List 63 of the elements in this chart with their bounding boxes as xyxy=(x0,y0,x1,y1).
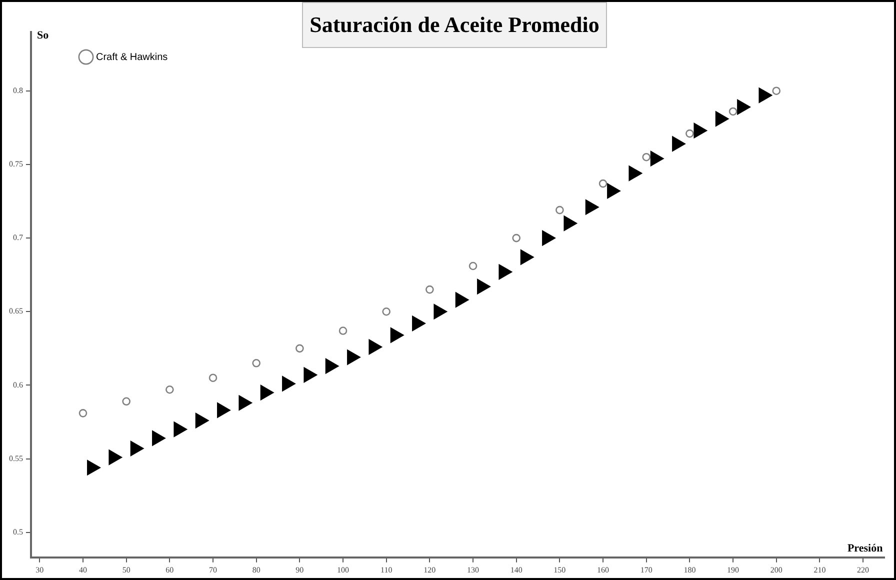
point xyxy=(390,328,404,343)
point xyxy=(650,150,664,166)
point xyxy=(737,99,750,115)
point xyxy=(520,250,534,265)
point xyxy=(87,460,100,476)
point xyxy=(130,440,144,456)
x-tick-label: 90 xyxy=(296,565,304,574)
y-tick-label: 0.5 xyxy=(13,527,23,536)
x-axis-title: Presión xyxy=(847,542,883,555)
x-tick-label: 70 xyxy=(209,565,218,574)
point xyxy=(477,279,490,294)
x-tick-label: 170 xyxy=(640,565,652,574)
x-tick-label: 120 xyxy=(424,565,436,574)
x-tick-label: 80 xyxy=(252,565,260,574)
y-tick-label: 0.75 xyxy=(9,160,23,169)
x-tick-label: 210 xyxy=(814,565,826,574)
point xyxy=(607,183,620,199)
x-tick-label: 110 xyxy=(380,565,392,574)
point xyxy=(498,264,512,280)
point xyxy=(108,450,122,465)
y-tick-label: 0.8 xyxy=(13,86,23,95)
point xyxy=(542,230,556,246)
x-tick-label: 220 xyxy=(857,565,870,574)
y-tick-label: 0.7 xyxy=(13,233,23,242)
y-tick-label: 0.55 xyxy=(9,454,23,463)
point xyxy=(174,422,187,437)
point xyxy=(694,123,708,138)
x-tick-label: 50 xyxy=(122,565,130,574)
point xyxy=(628,166,642,181)
point xyxy=(368,339,382,355)
point xyxy=(412,316,426,331)
point xyxy=(455,292,469,308)
point xyxy=(217,402,230,418)
y-tick-label: 0.65 xyxy=(9,306,23,316)
x-tick-label: 30 xyxy=(36,565,44,574)
x-tick-label: 180 xyxy=(684,565,696,574)
y-tick-label: 0.6 xyxy=(13,380,23,390)
point xyxy=(195,412,209,428)
point xyxy=(282,376,296,392)
x-tick-label: 200 xyxy=(770,565,782,574)
x-tick-label: 160 xyxy=(597,565,610,574)
point xyxy=(715,111,729,126)
x-tick-label: 150 xyxy=(554,565,566,574)
legend-label: Craft & Hawkins xyxy=(96,52,168,63)
chart-title: Saturación de Aceite Promedio xyxy=(302,2,607,48)
x-tick-label: 100 xyxy=(337,565,350,574)
point xyxy=(585,200,599,215)
point xyxy=(152,430,166,446)
point xyxy=(238,395,252,410)
x-tick-label: 190 xyxy=(727,565,740,574)
x-tick-label: 60 xyxy=(166,565,174,574)
x-tick-label: 40 xyxy=(79,565,87,574)
y-axis-title: So xyxy=(37,29,50,42)
point xyxy=(434,304,447,320)
point xyxy=(758,88,772,103)
point xyxy=(564,216,578,231)
point xyxy=(325,358,339,374)
point xyxy=(304,367,317,382)
x-tick-label: 140 xyxy=(510,565,522,574)
point xyxy=(347,350,360,365)
point xyxy=(260,384,274,400)
point xyxy=(672,136,686,152)
x-tick-label: 130 xyxy=(467,565,480,574)
